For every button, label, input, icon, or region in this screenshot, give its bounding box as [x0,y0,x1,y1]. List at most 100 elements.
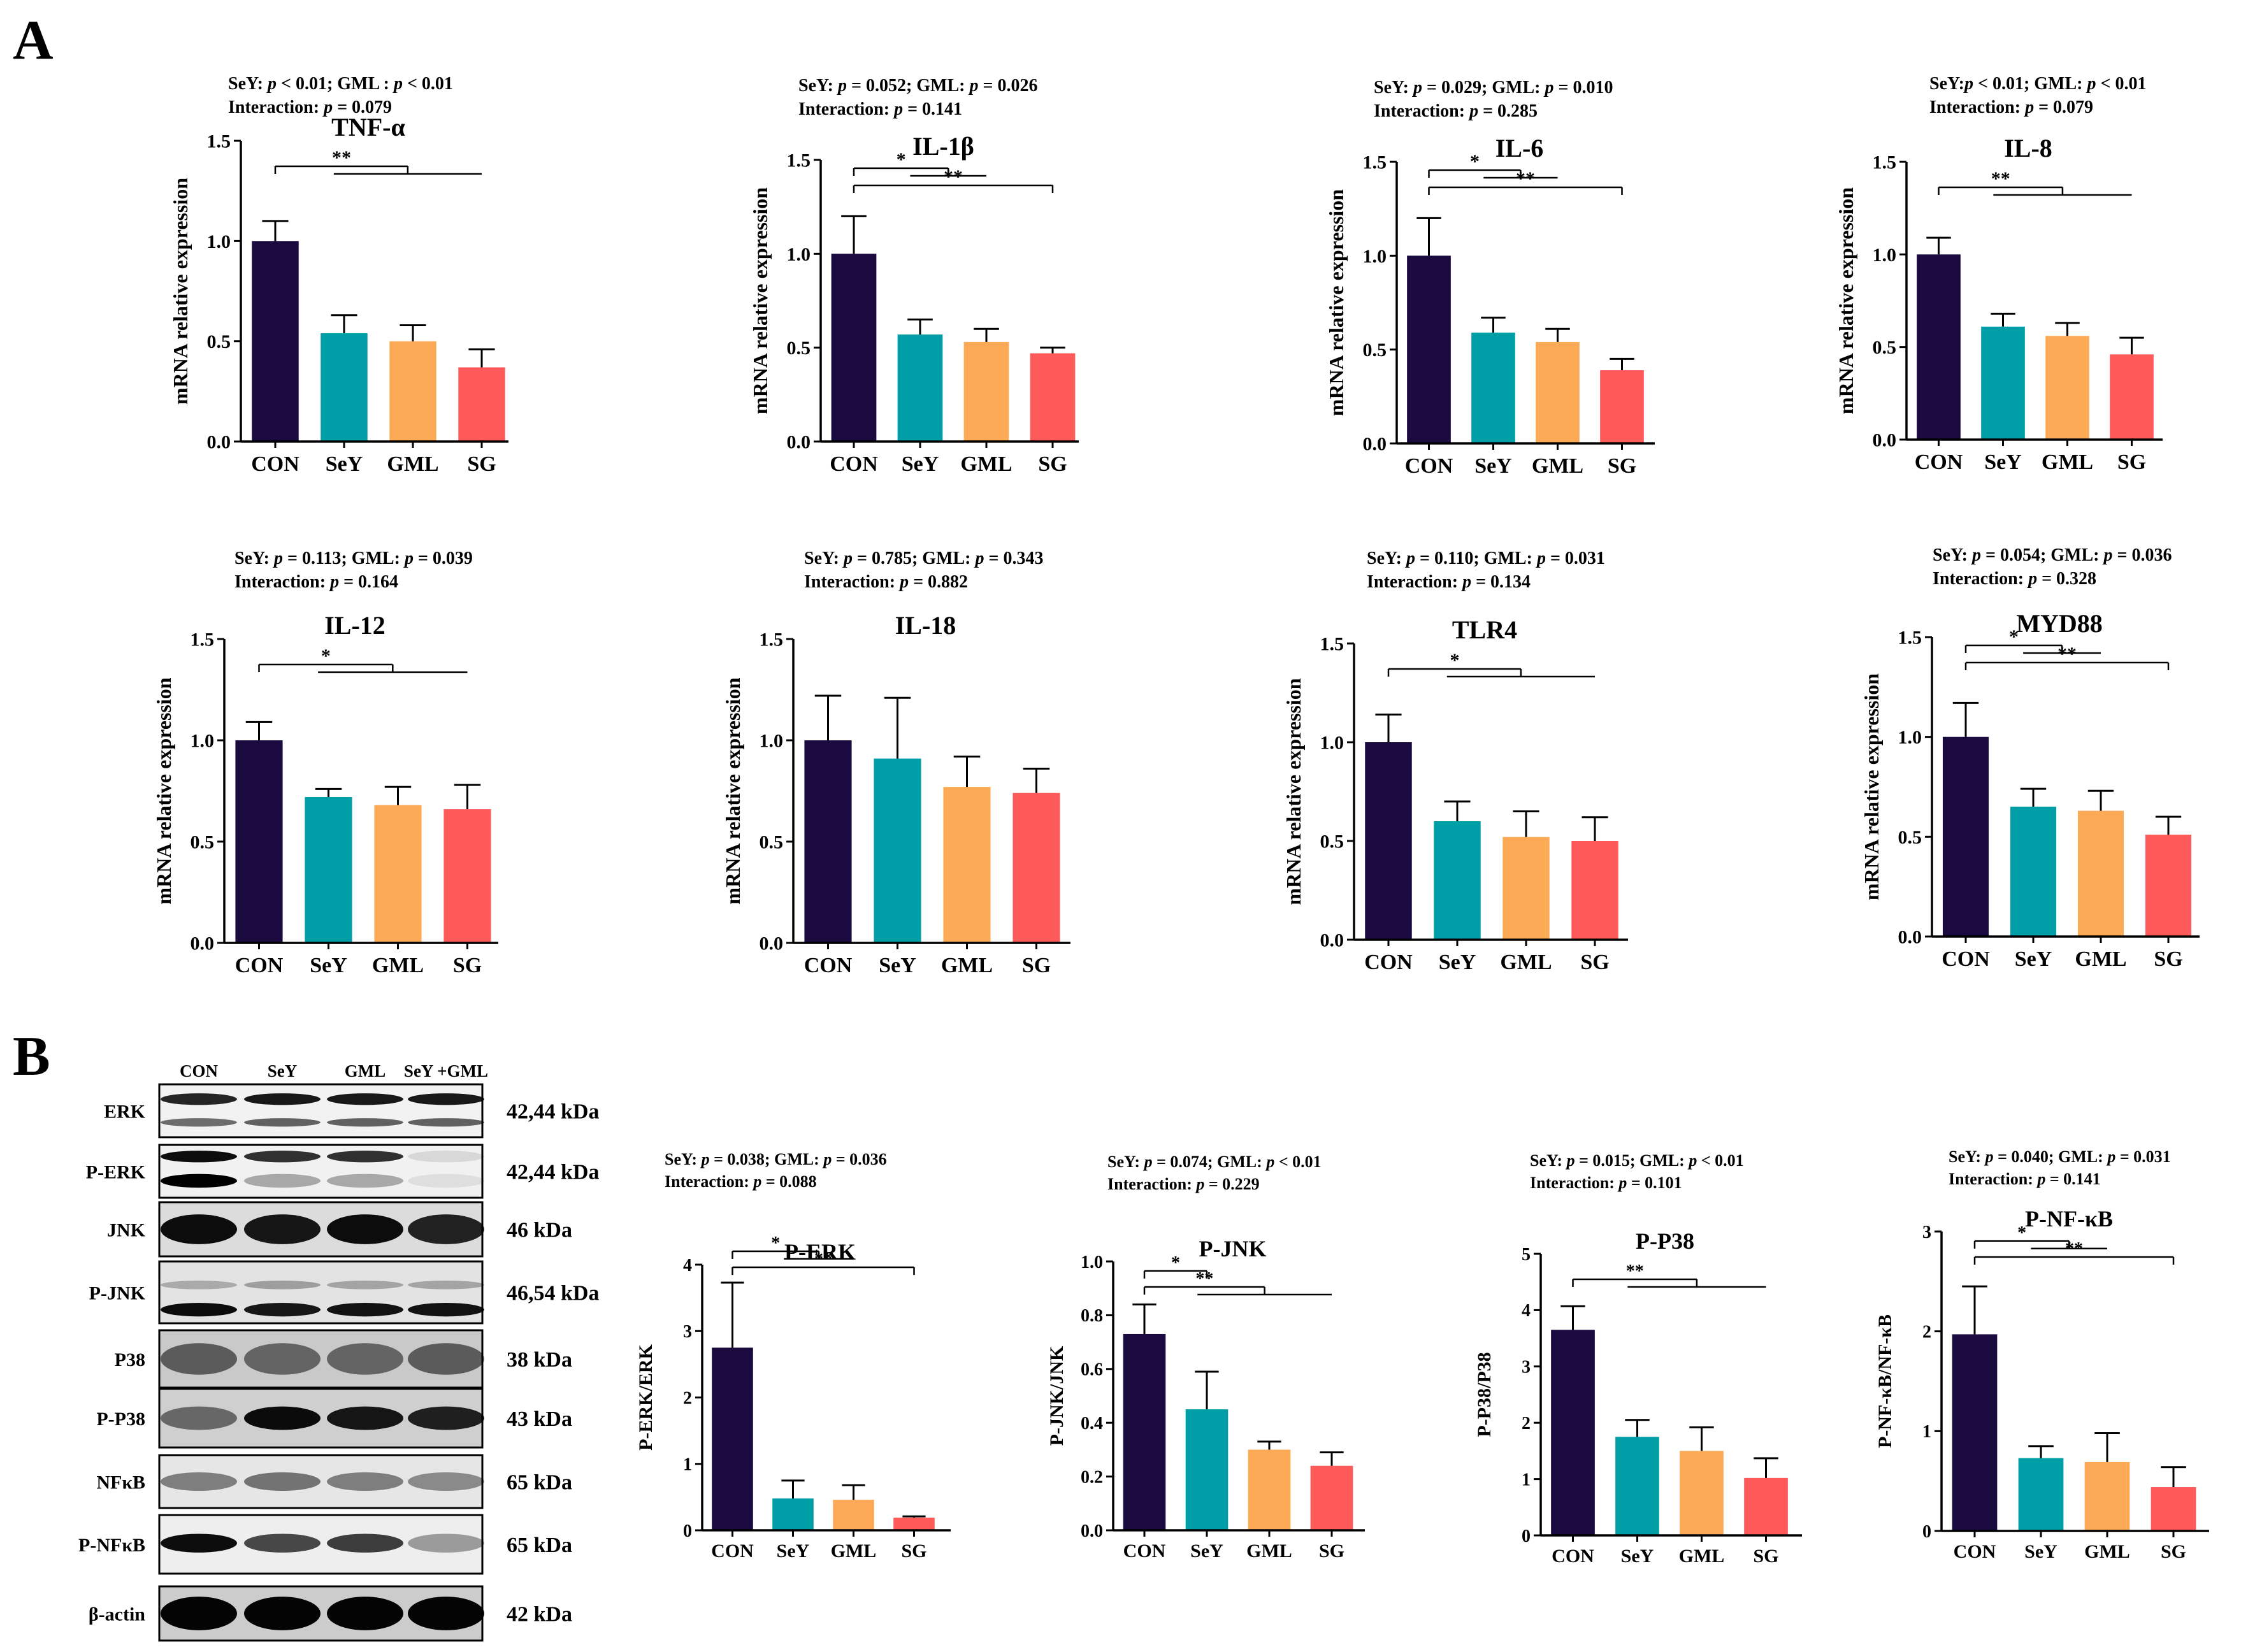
y-axis-label: mRNA relative expression [1860,673,1883,900]
y-tick-label: 1.5 [191,629,215,650]
bar-sg [2145,835,2192,937]
y-tick-label: 0.4 [1081,1414,1103,1433]
x-tick-label: SeY [1621,1546,1654,1567]
y-tick-label: 0.0 [760,933,784,954]
blot-size-label: 65 kDa [507,1533,572,1557]
y-tick-label: 0.5 [207,331,231,352]
lane-label: CON [180,1061,219,1081]
significance-single-star: * [853,149,986,177]
x-tick-label: GML [372,954,424,977]
western-blot: CON SeY GML SeY +GML ERK 42,44 kDa P-ERK 42,44 … [78,1061,599,1642]
x-tick-label: SG [2117,450,2146,474]
y-axis-label: P-NF-κB/NF-κB [1875,1314,1896,1448]
y-tick-label: 4 [1522,1301,1531,1321]
blot-protein-label: P-P38 [96,1409,145,1430]
chart-title: MYD88 [2016,609,2103,638]
x-tick-label: SG [1022,954,1051,977]
blot-row-erk: ERK 42,44 kDa [104,1083,599,1138]
bar-sey [2010,807,2057,937]
blot-band [244,1472,321,1491]
chart-p-erk: SeY: p = 0.038; GML: p = 0.036 Interactio… [635,1150,951,1562]
significance-single-star: * [1143,1253,1208,1279]
x-tick-label: GML [2084,1541,2130,1562]
blot-band [327,1174,403,1188]
y-tick-label: 0 [1522,1526,1531,1546]
y-axis-label: mRNA relative expression [749,187,772,414]
blot-band [244,1281,321,1289]
significance-label: ** [2057,643,2077,664]
x-tick-label: SG [467,452,496,476]
significance-double-star: ** [1428,168,1623,195]
chart-title: IL-6 [1495,134,1544,162]
blot-band [244,1302,321,1317]
bar-sg [2151,1487,2196,1531]
x-tick-label: SeY [2015,947,2052,971]
significance-single-star: * [1387,650,1595,678]
x-tick-label: CON [830,452,878,476]
x-tick-label: CON [711,1541,754,1562]
stats-line-2: Interaction: p = 0.285 [1374,101,1538,121]
y-tick-label: 1 [683,1455,692,1475]
chart-title: IL-18 [895,611,956,640]
bar-sey [897,334,943,442]
blot-band [408,1533,484,1553]
stats-line-2: Interaction: p = 0.079 [228,97,392,117]
blot-band [327,1302,403,1317]
significance-double-star: ** [1964,643,2170,670]
stats-line-1: SeY: p = 0.110; GML: p = 0.031 [1367,549,1605,568]
stats-line-1: SeY: p = 0.015; GML: p < 0.01 [1530,1151,1744,1170]
bar-sg [1012,793,1060,943]
y-tick-label: 0.2 [1081,1467,1103,1487]
bar-sey [1434,821,1481,940]
x-tick-label: GML [387,452,438,476]
blot-row-p-erk: P-ERK 42,44 kDa [86,1144,599,1199]
significance-double-star: ** [274,147,482,175]
stats-line-1: SeY: p = 0.052; GML: p = 0.026 [798,76,1037,96]
x-tick-label: SeY [1190,1541,1223,1562]
x-tick-label: CON [1552,1546,1594,1567]
bar-sey [305,797,352,943]
x-tick-label: SG [453,954,482,977]
stats-line-2: Interaction: p = 0.134 [1367,572,1531,592]
blot-band [327,1093,403,1105]
significance-label: ** [1626,1261,1644,1281]
chart-title: IL-12 [324,611,386,640]
blot-band [244,1174,321,1188]
blot-band [408,1472,484,1491]
charts-layer: SeY: p < 0.01; GML : p < 0.01 Interaction… [152,74,2209,1567]
significance-double-star: ** [853,166,1054,193]
stats-line-2: Interaction: p = 0.079 [1929,97,2093,117]
blot-size-label: 65 kDa [507,1471,572,1495]
y-tick-label: 1.5 [1363,152,1387,173]
bar-gml [1502,837,1550,940]
panel-label-a: A [13,10,54,71]
stats-line-1: SeY: p = 0.029; GML: p = 0.010 [1374,78,1613,97]
y-tick-label: 0.5 [1363,340,1387,361]
blot-row-p38: P38 38 kDa [115,1329,572,1389]
y-axis-label: P-P38/P38 [1474,1352,1495,1437]
blot-band [244,1406,321,1430]
chart-il-18: SeY: p = 0.785; GML: p = 0.343 Interactio… [721,549,1070,977]
bar-sg [1600,370,1644,443]
chart-title: P-NF-κB [2025,1206,2113,1232]
significance-double-star: ** [731,1249,915,1275]
y-tick-label: 5 [1522,1245,1531,1265]
bar-con [1952,1334,1998,1531]
lane-label: SeY [268,1061,298,1081]
significance-label: ** [814,1249,832,1269]
bar-sey [2018,1458,2064,1531]
panel-label-b: B [13,1026,50,1088]
blot-protein-label: ERK [104,1102,146,1123]
stats-line-1: SeY: p < 0.01; GML : p < 0.01 [228,74,453,94]
stats-line-2: Interaction: p = 0.101 [1530,1174,1682,1192]
y-tick-label: 1.5 [760,629,784,650]
chart-p-nf-b: SeY: p = 0.040; GML: p = 0.031 Interactio… [1875,1147,2209,1562]
blot-size-label: 46 kDa [507,1219,572,1242]
significance-label: ** [1195,1269,1213,1289]
bar-con [1917,254,1961,440]
stats-line-1: SeY: p = 0.038; GML: p = 0.036 [665,1150,887,1168]
y-tick-label: 3 [1522,1358,1531,1377]
blot-size-label: 38 kDa [507,1348,572,1372]
bar-sey [772,1498,814,1530]
stats-line-1: SeY: p = 0.113; GML: p = 0.039 [234,549,473,568]
